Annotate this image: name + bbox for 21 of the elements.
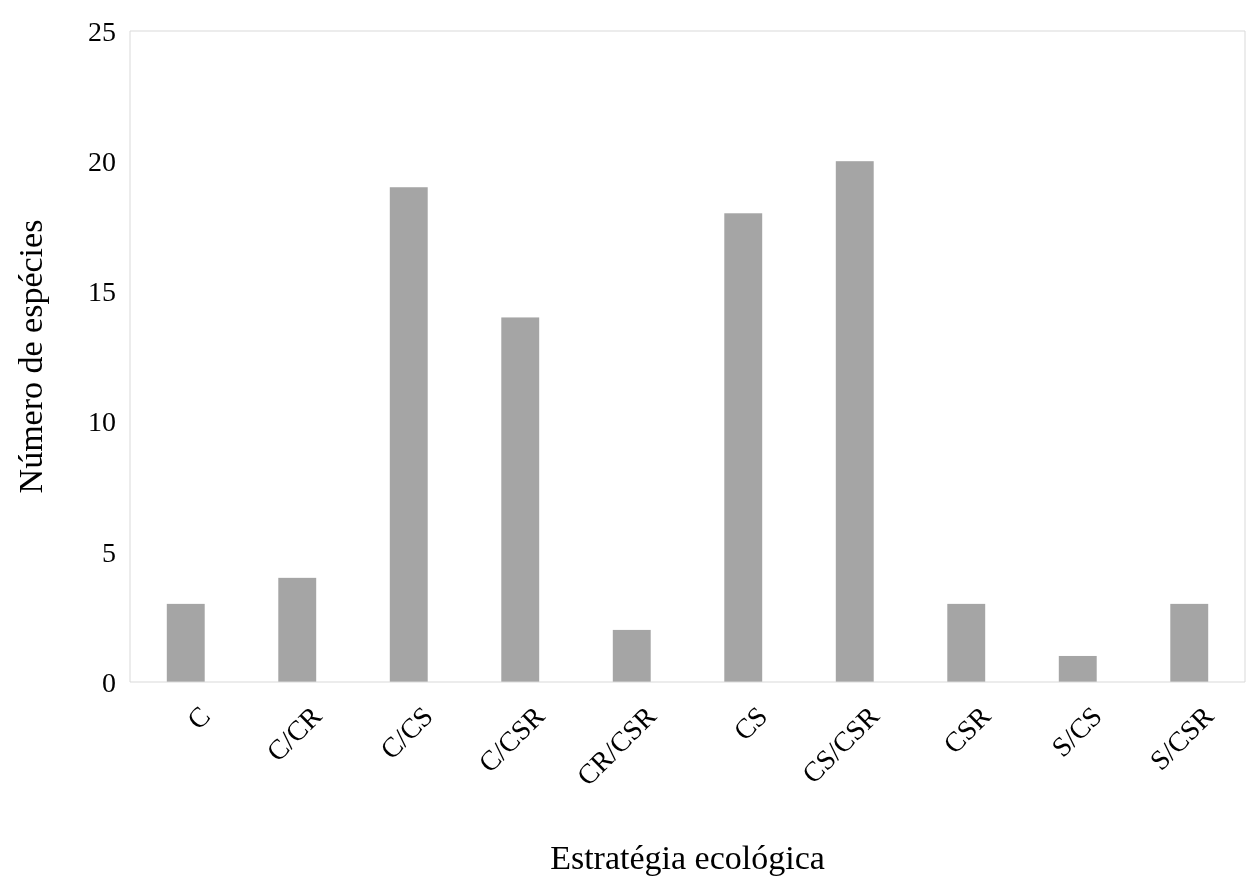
bar xyxy=(1170,603,1209,682)
y-tick-label: 25 xyxy=(88,15,116,47)
x-axis-title: Estratégia ecológica xyxy=(550,839,825,876)
y-tick-label: 0 xyxy=(102,666,116,698)
bar xyxy=(501,317,540,682)
bar xyxy=(835,161,874,682)
y-tick-label: 5 xyxy=(102,536,116,568)
bar xyxy=(166,603,205,682)
bar xyxy=(389,187,428,682)
x-tick-label: C xyxy=(180,700,216,736)
bar xyxy=(612,629,651,682)
x-tick-label: CSR xyxy=(937,699,997,760)
bar xyxy=(278,577,317,682)
bar xyxy=(947,603,986,682)
bar xyxy=(724,213,763,682)
y-tick-label: 15 xyxy=(88,276,116,308)
y-tick-label: 20 xyxy=(88,146,116,177)
x-tick-label: CS xyxy=(727,700,774,747)
y-tick-label: 10 xyxy=(88,406,116,438)
y-axis-title: Número de espécies xyxy=(12,219,49,494)
bar xyxy=(1058,655,1097,682)
